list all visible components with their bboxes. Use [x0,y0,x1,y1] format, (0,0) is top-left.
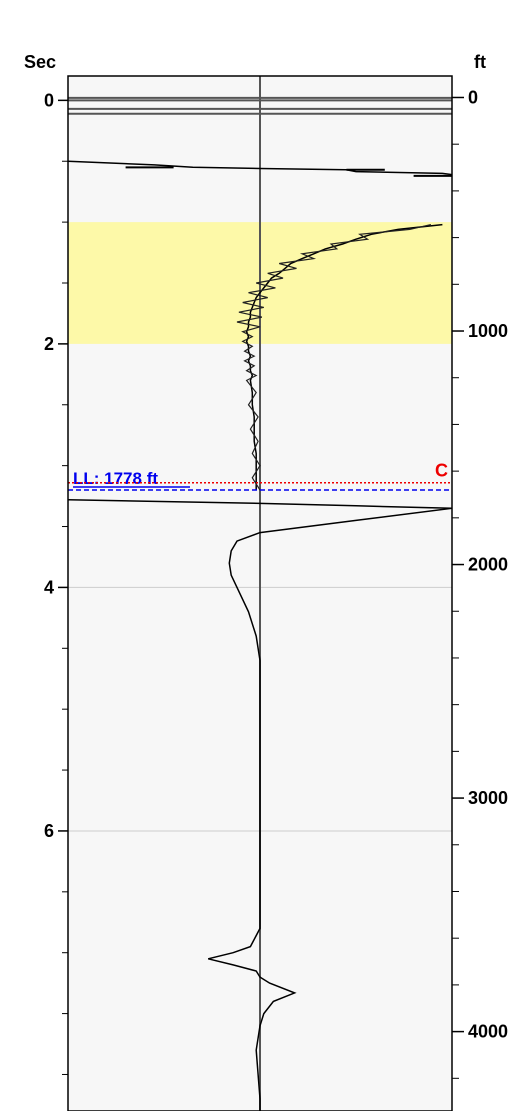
right-tick-label: 1000 [468,321,508,341]
marker-label-1: LL: 1778 ft [73,469,158,488]
trace-series-3 [67,498,453,510]
left-axis-label: Sec [24,52,56,72]
left-tick-label: 6 [44,821,54,841]
right-tick-label: 3000 [468,788,508,808]
right-tick-label: 0 [468,87,478,107]
marker-label-2: C [435,461,448,481]
trace-series-4 [208,507,453,1111]
trace-texture [236,224,432,491]
right-tick-label: 4000 [468,1022,508,1042]
left-tick-label: 2 [44,334,54,354]
right-axis-label: ft [474,52,486,72]
left-tick-label: 4 [44,577,54,597]
trace-series-1 [67,160,453,176]
right-tick-label: 2000 [468,555,508,575]
left-tick-label: 0 [44,90,54,110]
